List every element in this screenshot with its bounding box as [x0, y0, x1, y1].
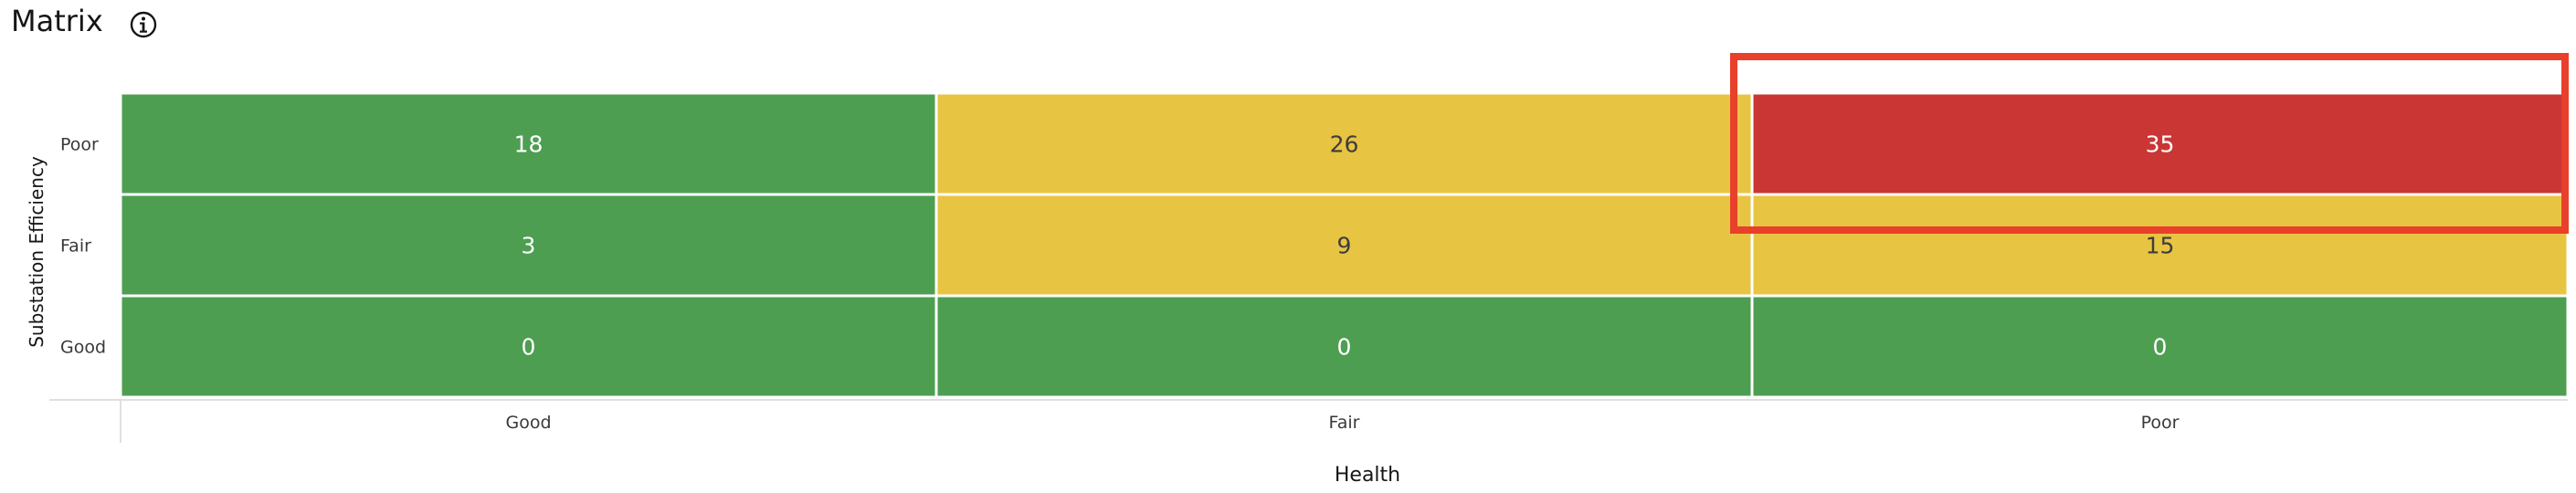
heatmap-cell — [1750, 193, 2570, 298]
cell-value-label: 0 — [2153, 334, 2168, 361]
page-title: Matrix — [11, 4, 103, 38]
cell-value-label: 0 — [522, 334, 536, 361]
cell-value-label: 26 — [1330, 131, 1359, 158]
cell-value-label: 9 — [1337, 233, 1352, 259]
heatmap-cell — [934, 91, 1754, 196]
y-tick-label: Fair — [60, 236, 91, 257]
cell-value-label: 3 — [522, 233, 536, 259]
heatmap-cell — [1750, 91, 2570, 196]
cell-value-label: 35 — [2146, 131, 2175, 158]
cell-value-label: 15 — [2146, 233, 2175, 259]
heatmap-cell — [119, 294, 938, 399]
y-tick-label: Good — [60, 338, 106, 358]
info-icon[interactable] — [128, 9, 159, 40]
heatmap-cell — [119, 193, 938, 298]
heatmap-cell — [934, 193, 1754, 298]
x-tick-label: Good — [505, 413, 551, 433]
heatmap-cell — [934, 294, 1754, 399]
x-axis-title: Health — [1334, 464, 1401, 487]
heatmap-cell — [1750, 294, 2570, 399]
cell-value-label: 0 — [1337, 334, 1352, 361]
x-tick-label: Poor — [2141, 413, 2180, 433]
x-tick-label: Fair — [1329, 413, 1360, 433]
y-tick-label: Poor — [60, 135, 99, 155]
highlight-box — [1730, 53, 2569, 234]
cell-value-label: 18 — [514, 131, 544, 158]
